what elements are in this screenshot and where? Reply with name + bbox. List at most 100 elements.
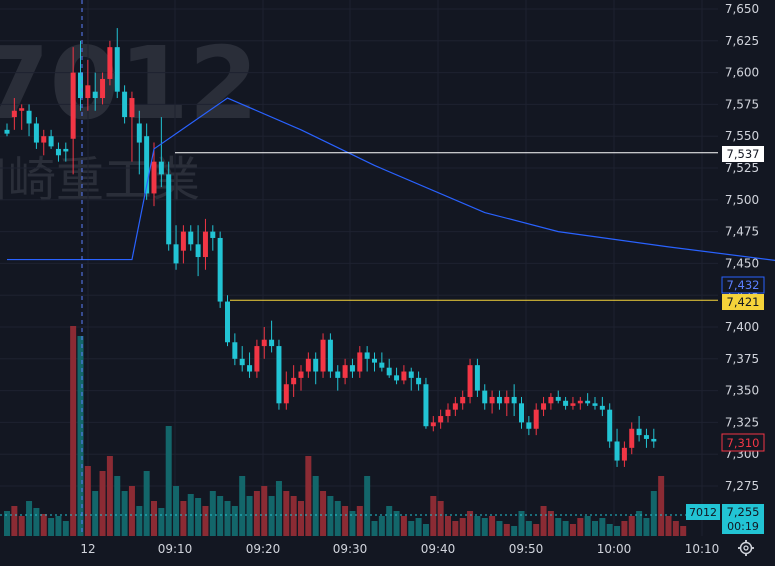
candle-body (283, 384, 289, 404)
candle (467, 358, 473, 404)
candle-body (26, 110, 32, 124)
candle (232, 333, 238, 366)
volume-bar (217, 496, 224, 536)
volume-bar (378, 516, 385, 536)
volume-bar (342, 506, 349, 536)
candle-body (19, 108, 25, 111)
candle (401, 365, 407, 385)
candle (151, 142, 157, 207)
volume-bar (77, 336, 84, 536)
candle-body (379, 362, 385, 368)
volume-bar (525, 521, 532, 536)
volume-bar (665, 516, 672, 536)
candle (563, 396, 569, 410)
candle (247, 352, 253, 378)
volume-bar (180, 501, 187, 536)
volume-bar (33, 508, 40, 536)
price-axis-label: 7,450 (725, 256, 759, 270)
candle (496, 390, 502, 410)
candle (599, 396, 605, 417)
candle (372, 352, 377, 372)
price-axis-label: 7,375 (725, 352, 759, 366)
volume-bar (334, 501, 341, 536)
volume-bar (650, 491, 657, 536)
candle (26, 104, 32, 137)
volume-bar (290, 496, 297, 536)
candle (489, 390, 495, 414)
candle (460, 390, 466, 410)
candle (541, 396, 547, 417)
candle-body (320, 339, 326, 372)
candle (41, 129, 47, 156)
candle (63, 142, 69, 162)
volume-bar (386, 506, 393, 536)
candle-body (180, 231, 186, 251)
candle-body (467, 365, 473, 397)
candle (585, 393, 591, 406)
volume-bar (349, 511, 356, 536)
candle (482, 384, 488, 410)
candle (607, 403, 613, 448)
candle (48, 129, 54, 149)
volume-bar (4, 511, 10, 536)
volume-bars (0, 326, 718, 536)
settings-gear-icon[interactable] (738, 540, 754, 556)
volume-bar (106, 456, 113, 536)
candle (261, 327, 267, 359)
volume-bar (151, 501, 157, 536)
candle-body (563, 400, 569, 406)
candle-body (291, 377, 297, 385)
candle-body (144, 136, 150, 194)
horizontal-lines[interactable] (175, 152, 718, 301)
candle-body (438, 416, 444, 423)
candle-body (496, 396, 502, 404)
candle-body (4, 129, 10, 134)
candle-body (526, 422, 532, 429)
volume-bar (283, 491, 290, 536)
price-axis-label: 7,400 (725, 320, 759, 334)
candle-body (305, 358, 311, 372)
price-axis-label: 7,550 (725, 129, 759, 143)
volume-bar (253, 491, 260, 536)
volume-bar (452, 521, 459, 536)
candle-body (210, 231, 216, 238)
marker-last-price-label: 7,310 (727, 436, 760, 450)
candle-body (460, 396, 466, 404)
candle-body (342, 365, 348, 378)
candlesticks[interactable] (4, 28, 657, 467)
time-axis-label: 09:40 (421, 542, 456, 556)
volume-bar (614, 526, 621, 536)
candle-body (225, 301, 230, 343)
time-axis-label: 09:20 (246, 542, 281, 556)
candle-body (643, 435, 649, 439)
volume-bar (680, 526, 687, 536)
candle-body (188, 231, 194, 245)
marker-white-line: 7,537 (722, 146, 764, 162)
candle (195, 225, 201, 277)
price-axis-label: 7,350 (725, 384, 759, 398)
volume-bar (533, 524, 540, 536)
candle (629, 422, 635, 455)
candle-body (70, 72, 76, 139)
candle-body (555, 396, 561, 401)
candle (78, 40, 83, 111)
candle (394, 367, 400, 385)
volume-bar (547, 511, 554, 536)
price-axis-label: 7,575 (725, 97, 759, 111)
candle (210, 225, 216, 251)
candle (651, 428, 657, 448)
candle (217, 231, 223, 308)
time-axis-label: 09:50 (509, 542, 544, 556)
candle-body (195, 244, 201, 258)
volume-bar (356, 506, 363, 536)
candle-body (416, 377, 422, 385)
candle-body (585, 400, 591, 404)
price-axis[interactable]: 7,650 7,625 7,600 7,575 7,550 7,525 7,500 7,475… (725, 2, 759, 493)
time-axis[interactable]: 12 09:10 09:20 09:30 09:40 09:50 10:00 10:10 (80, 542, 719, 556)
candle-body (504, 396, 510, 404)
volume-bar (459, 518, 466, 536)
candle (100, 72, 106, 105)
